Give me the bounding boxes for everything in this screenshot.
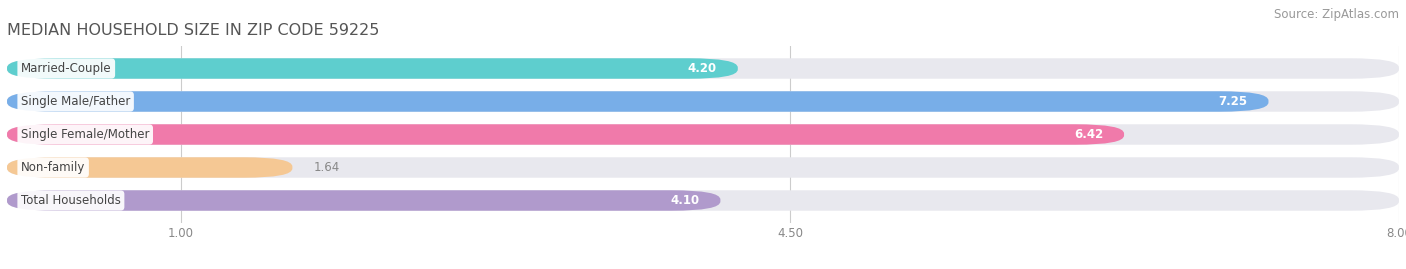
FancyBboxPatch shape bbox=[7, 124, 1399, 145]
Text: Single Male/Father: Single Male/Father bbox=[21, 95, 131, 108]
FancyBboxPatch shape bbox=[7, 91, 1399, 112]
FancyBboxPatch shape bbox=[7, 157, 1399, 178]
Text: Total Households: Total Households bbox=[21, 194, 121, 207]
FancyBboxPatch shape bbox=[7, 58, 738, 79]
FancyBboxPatch shape bbox=[7, 190, 720, 211]
Text: 6.42: 6.42 bbox=[1074, 128, 1104, 141]
Text: Married-Couple: Married-Couple bbox=[21, 62, 111, 75]
FancyBboxPatch shape bbox=[7, 91, 1268, 112]
FancyBboxPatch shape bbox=[7, 157, 292, 178]
Text: 4.20: 4.20 bbox=[688, 62, 717, 75]
FancyBboxPatch shape bbox=[7, 58, 1399, 79]
Text: 4.10: 4.10 bbox=[671, 194, 700, 207]
Text: 7.25: 7.25 bbox=[1219, 95, 1247, 108]
Text: 1.64: 1.64 bbox=[314, 161, 339, 174]
FancyBboxPatch shape bbox=[7, 190, 1399, 211]
Text: Source: ZipAtlas.com: Source: ZipAtlas.com bbox=[1274, 8, 1399, 21]
Text: Non-family: Non-family bbox=[21, 161, 86, 174]
Text: MEDIAN HOUSEHOLD SIZE IN ZIP CODE 59225: MEDIAN HOUSEHOLD SIZE IN ZIP CODE 59225 bbox=[7, 23, 380, 38]
FancyBboxPatch shape bbox=[7, 124, 1123, 145]
Text: Single Female/Mother: Single Female/Mother bbox=[21, 128, 149, 141]
